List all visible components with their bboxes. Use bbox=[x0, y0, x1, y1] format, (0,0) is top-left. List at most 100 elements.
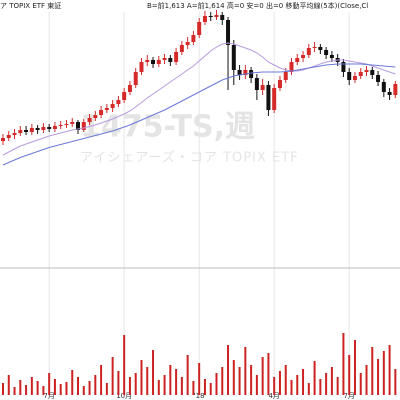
volume-bar bbox=[348, 355, 351, 395]
x-tick-label: 7月 bbox=[43, 392, 54, 400]
volume-bar bbox=[359, 373, 362, 395]
watermark-code: 1475-TS,週 bbox=[80, 110, 255, 145]
candle-body bbox=[110, 104, 115, 108]
candle-body bbox=[243, 70, 248, 75]
candle-body bbox=[185, 42, 190, 45]
volume-bar bbox=[30, 377, 33, 395]
volume-bar bbox=[267, 353, 270, 395]
volume-bar bbox=[319, 379, 322, 395]
volume-bar bbox=[278, 371, 281, 395]
volume-bar bbox=[238, 367, 241, 395]
volume-bar bbox=[232, 360, 235, 395]
candle-body bbox=[376, 75, 381, 82]
candle-body bbox=[301, 55, 306, 58]
candle-body bbox=[64, 124, 69, 125]
volume-bar bbox=[175, 369, 178, 395]
candle-body bbox=[318, 47, 323, 50]
volume-bar bbox=[353, 340, 356, 395]
candle-body bbox=[76, 122, 81, 130]
volume-bar bbox=[13, 387, 16, 395]
volume-bar bbox=[255, 375, 258, 395]
candle-body bbox=[214, 15, 219, 17]
volume-bar bbox=[19, 380, 22, 395]
volume-bar bbox=[388, 345, 391, 395]
candle-body bbox=[6, 135, 11, 138]
volume-bar bbox=[261, 357, 264, 395]
candle-body bbox=[104, 108, 109, 110]
volume-bar bbox=[244, 347, 247, 395]
volume-bar bbox=[65, 382, 68, 395]
volume-bar bbox=[163, 375, 166, 395]
x-tick-label: 7月 bbox=[343, 392, 354, 400]
candle-body bbox=[29, 128, 34, 132]
candle-body bbox=[289, 62, 294, 72]
volume-bar bbox=[325, 373, 328, 395]
candle-body bbox=[352, 76, 357, 80]
volume-bar bbox=[296, 375, 299, 395]
candle-body bbox=[18, 130, 23, 133]
candle-body bbox=[81, 122, 86, 130]
volume-bar bbox=[2, 383, 4, 395]
candle-body bbox=[133, 72, 138, 85]
candle-body bbox=[52, 126, 57, 129]
volume-bar bbox=[146, 367, 149, 395]
volume-bar bbox=[221, 367, 224, 395]
x-tick-label: 4月 bbox=[268, 392, 279, 400]
candle-body bbox=[41, 127, 46, 130]
volume-bar bbox=[227, 345, 230, 395]
volume-bar bbox=[36, 381, 39, 395]
candle-body bbox=[341, 62, 346, 72]
volume-bar bbox=[307, 383, 310, 395]
volume-bar bbox=[105, 383, 108, 395]
volume-bar bbox=[100, 365, 103, 395]
volume-bar bbox=[284, 365, 287, 395]
volume-bar bbox=[336, 377, 339, 395]
candle-body bbox=[226, 20, 231, 45]
header-quote: B=前1,613 A=前1,614 高=0 安=0 出=0 移動平均線(5本)(… bbox=[147, 1, 368, 10]
candle-body bbox=[324, 50, 329, 55]
candle-body bbox=[220, 15, 225, 20]
x-tick-label: 10月 bbox=[116, 392, 132, 400]
candle-body bbox=[168, 58, 173, 62]
candle-body bbox=[197, 22, 202, 35]
candle-body bbox=[249, 70, 254, 78]
candle-body bbox=[295, 58, 300, 62]
volume-bar bbox=[377, 359, 380, 395]
candle-body bbox=[162, 58, 167, 60]
volume-bar bbox=[117, 371, 120, 395]
volume-bar bbox=[192, 381, 195, 395]
volume-bar bbox=[198, 363, 201, 395]
candle-body bbox=[329, 55, 334, 58]
candle-body bbox=[358, 72, 363, 76]
volume-bar bbox=[42, 386, 45, 395]
volume-bar bbox=[71, 370, 74, 395]
volume-bar bbox=[302, 369, 305, 395]
volume-bar bbox=[82, 386, 85, 395]
volume-bar bbox=[209, 383, 212, 395]
candle-body bbox=[35, 128, 40, 130]
candle-body bbox=[393, 84, 398, 95]
candle-body bbox=[12, 133, 17, 135]
candle-body bbox=[127, 85, 132, 92]
volume-bar bbox=[382, 351, 385, 395]
moving-average-line bbox=[2, 42, 396, 156]
volume-bar bbox=[59, 384, 62, 395]
volume-bar bbox=[169, 365, 172, 395]
volume-bar bbox=[290, 380, 293, 395]
candle-body bbox=[93, 115, 98, 118]
volume-bar bbox=[342, 333, 345, 395]
candle-body bbox=[70, 122, 75, 124]
candle-body bbox=[202, 16, 207, 22]
volume-bar bbox=[365, 365, 368, 395]
candle-body bbox=[283, 72, 288, 80]
candle-body bbox=[1, 138, 5, 141]
candle-body bbox=[387, 92, 392, 95]
volume-bar bbox=[123, 335, 126, 395]
candle-body bbox=[24, 130, 29, 132]
volume-bar bbox=[88, 381, 91, 395]
candle-body bbox=[208, 16, 213, 17]
candle-body bbox=[381, 82, 386, 92]
candle-body bbox=[260, 85, 265, 90]
